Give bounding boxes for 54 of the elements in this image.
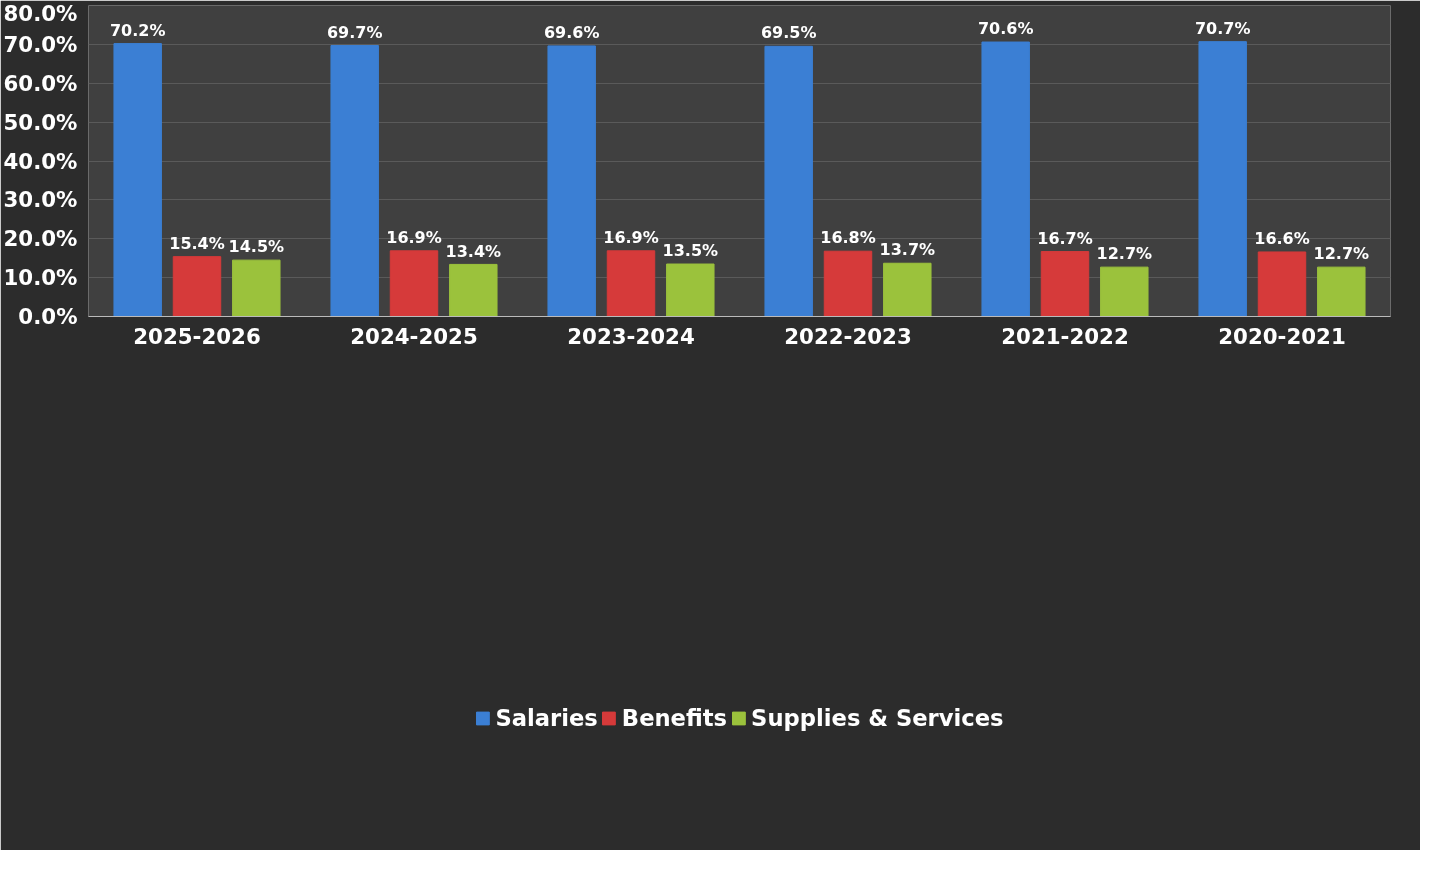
y-tick-label: 20.0%: [3, 226, 78, 252]
data-label: 12.7%: [1096, 244, 1153, 264]
data-label: 16.9%: [386, 227, 442, 247]
y-tick-label: 10.0%: [3, 265, 78, 291]
x-tick-label: 2024-2025: [350, 323, 478, 349]
data-label: 69.5%: [760, 23, 817, 43]
x-tick-label: 2022-2023: [784, 323, 912, 349]
bar: [1257, 251, 1307, 317]
data-label: 69.7%: [326, 22, 383, 42]
bar: [981, 41, 1030, 317]
bar: [172, 256, 222, 317]
data-label: 16.6%: [1254, 229, 1310, 249]
legend-label: Supplies & Services: [751, 704, 1004, 731]
data-label: 70.7%: [1194, 18, 1251, 38]
data-label: 70.6%: [977, 19, 1034, 39]
bar: [232, 259, 281, 317]
bar: [449, 263, 498, 317]
bar: [1198, 41, 1247, 317]
data-label: 12.7%: [1313, 244, 1370, 264]
y-tick-label: 0.0%: [18, 304, 78, 329]
data-label: 14.5%: [228, 237, 285, 257]
data-label: 16.7%: [1037, 228, 1093, 248]
data-label: 70.2%: [109, 20, 166, 40]
data-label: 69.6%: [543, 23, 600, 43]
bar: [389, 250, 439, 317]
bar: [547, 45, 596, 317]
bar: [1040, 251, 1090, 317]
data-label: 13.7%: [879, 240, 936, 260]
y-tick-label: 80.0%: [3, 0, 78, 26]
data-label: 13.5%: [662, 241, 719, 261]
bar: [113, 43, 162, 317]
x-tick-label: 2021-2022: [1001, 323, 1129, 349]
bar: [764, 45, 813, 317]
x-tick-label: 2020-2021: [1218, 323, 1346, 349]
y-tick-label: 60.0%: [3, 70, 78, 96]
bar: [1317, 266, 1366, 317]
data-label: 16.8%: [820, 228, 876, 248]
data-label: 13.4%: [445, 241, 502, 261]
legend-label: Benefits: [621, 704, 728, 731]
bar: [883, 262, 932, 317]
data-label: 15.4%: [169, 233, 225, 253]
bar: [1100, 266, 1149, 317]
bar: [606, 250, 656, 317]
y-tick-label: 70.0%: [3, 31, 78, 57]
bar: [330, 45, 379, 317]
y-tick-label: 50.0%: [3, 109, 78, 135]
legend-label: Salaries: [495, 704, 598, 731]
bar: [823, 250, 873, 317]
x-tick-label: 2025-2026: [133, 323, 261, 349]
bar: [666, 263, 715, 317]
y-tick-label: 30.0%: [3, 187, 78, 213]
y-tick-label: 40.0%: [3, 148, 78, 174]
data-label: 16.9%: [603, 227, 659, 247]
x-tick-label: 2023-2024: [567, 323, 695, 349]
